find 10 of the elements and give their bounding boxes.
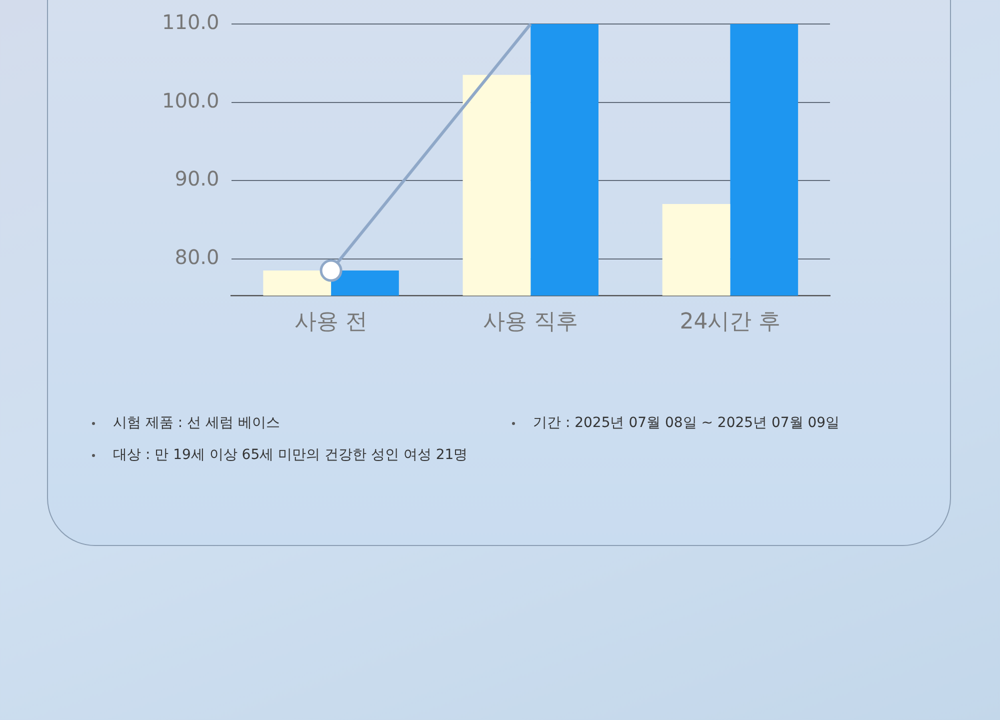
x-tick-label: 사용 전	[294, 310, 368, 335]
y-tick-label: 90.0	[174, 166, 220, 191]
y-tick-label: 110.0	[162, 10, 220, 34]
text: 기간 : 2025년 07월 08일 ~ 2025년 07월 09일	[533, 414, 840, 432]
y-tick-label: 80.0	[174, 245, 220, 270]
x-tick-label: 24시간 후	[680, 310, 781, 335]
text: 시험 제품 : 선 세럼 베이스	[113, 414, 280, 432]
x-tick-label: 사용 직후	[483, 310, 578, 335]
y-tick-label: 100.0	[162, 88, 220, 112]
text: 대상 : 만 19세 이상 65세 미만의 건강한 성인 여성 21명	[113, 446, 468, 464]
